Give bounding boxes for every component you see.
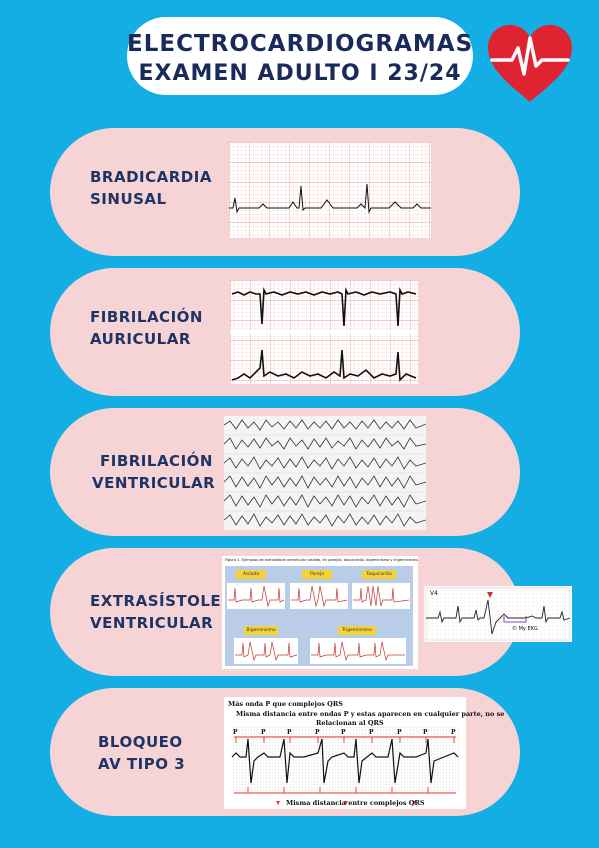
heart-pulse-icon (484, 22, 576, 104)
bloqueo-note-3: Relacionan al QRS (316, 719, 384, 727)
ecg-fibrilacion-auricular (230, 280, 418, 384)
p-wave-label: P (369, 729, 374, 736)
bloqueo-av-figure: Más onda P que complejos QRS Misma dista… (224, 697, 504, 809)
tag-trigeminismo: Trigeminismo (338, 626, 376, 635)
tag-aislada: Aislada (236, 570, 266, 579)
extrasistole-figure: Figura 1. Ejemplos de extrasístole ventr… (222, 556, 419, 669)
p-wave-label: P (315, 729, 320, 736)
title-line-2: EXAMEN ADULTO I 23/24 (138, 61, 462, 86)
ecg-fibrilacion-ventricular (224, 416, 426, 530)
p-wave-label: P (287, 729, 292, 736)
card-label-extrasistole: EXTRASÍSTOLE VENTRICULAR (90, 592, 222, 632)
v4-lead-label: V4 (430, 590, 438, 597)
p-wave-label: P (423, 729, 428, 736)
tag-pareja: Pareja (302, 570, 332, 579)
p-wave-label: P (261, 729, 266, 736)
bloqueo-note-2: Misma distancia entre ondas P y estas ap… (236, 710, 505, 718)
ecg-bradicardia (229, 142, 431, 238)
title-line-1: ELECTROCARDIOGRAMAS (127, 31, 474, 57)
extrasistole-caption: Figura 1. Ejemplos de extrasístole ventr… (225, 558, 419, 562)
card-label-fibrilacion-ventricular: FIBRILACIÓN VENTRICULAR (92, 452, 216, 492)
tag-bigeminismo: Bigeminismo (244, 626, 278, 635)
card-label-fibrilacion-auricular: FIBRILACIÓN AURICULAR (90, 308, 203, 348)
p-wave-label: P (451, 729, 456, 736)
p-wave-label: P (397, 729, 402, 736)
title-banner: ELECTROCARDIOGRAMAS EXAMEN ADULTO I 23/2… (127, 17, 473, 95)
p-wave-label: P (341, 729, 346, 736)
bloqueo-bottom-note: Misma distancia entre complejos QRS (286, 799, 425, 807)
tag-taquicardia: Taquicardia (362, 570, 396, 579)
p-wave-label: P (233, 729, 238, 736)
v4-credit: © My EKG (512, 626, 538, 632)
card-label-bloqueo-av: BLOQUEO AV TIPO 3 (98, 733, 186, 773)
card-label-bradicardia: BRADICARDIA SINUSAL (90, 168, 212, 208)
v4-ecg-figure: V4 © My EKG (424, 586, 572, 642)
bloqueo-note-1: Más onda P que complejos QRS (228, 700, 343, 708)
